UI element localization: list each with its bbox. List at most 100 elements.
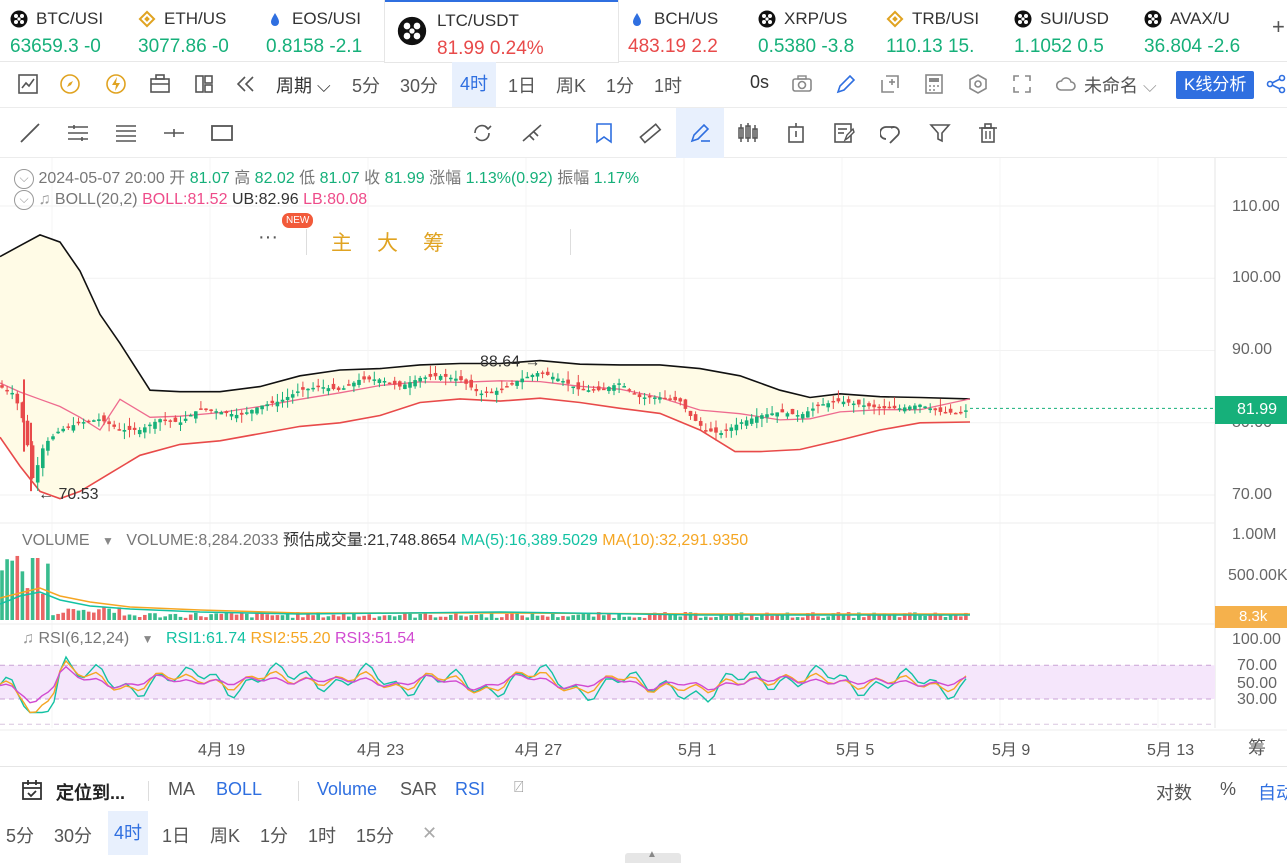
edit-indicators-icon[interactable]: ⍁ — [514, 779, 524, 796]
measure-icon[interactable] — [520, 121, 544, 145]
filter-icon[interactable] — [928, 121, 952, 145]
volume-bar — [449, 614, 453, 620]
volume-bar — [183, 617, 188, 620]
collapse-icon[interactable]: ⌵ — [14, 168, 34, 189]
chart-type-icon[interactable] — [16, 72, 40, 96]
volume-bar — [423, 612, 428, 620]
interval-6[interactable]: 1时 — [654, 76, 683, 96]
rewind-icon[interactable] — [234, 72, 258, 96]
volume-bar — [239, 612, 244, 620]
layout-name-dropdown[interactable]: 未命名 ⌵ — [1084, 72, 1157, 98]
candle-body — [403, 384, 407, 389]
chip-button[interactable]: 筹 — [423, 232, 444, 255]
magic-pen-icon[interactable] — [688, 121, 712, 145]
big-order-button[interactable]: 大 — [377, 232, 398, 255]
indicator-rsi[interactable]: RSI — [455, 779, 486, 799]
share-icon[interactable] — [1264, 72, 1287, 96]
ticker-tab-ethus[interactable]: ETH/US 3077.86 -0 — [128, 0, 246, 62]
locate-to-button[interactable]: 定位到... — [56, 783, 126, 803]
cloud-icon[interactable] — [1054, 72, 1078, 96]
bookmark-icon[interactable] — [592, 121, 616, 145]
settings-icon[interactable] — [966, 72, 990, 96]
volume-bar — [0, 570, 4, 620]
ticker-tab-avaxu[interactable]: AVAX/U 36.804 -2.6 — [1134, 0, 1244, 62]
percent-scale-button[interactable]: % — [1220, 779, 1237, 799]
fib-lines-icon[interactable] — [114, 121, 138, 145]
note-edit-icon[interactable] — [832, 121, 856, 145]
flash-icon[interactable] — [104, 72, 128, 96]
interval-2[interactable]: 4时 — [452, 62, 497, 107]
layout-icon[interactable] — [192, 72, 216, 96]
trash-icon[interactable] — [976, 121, 1000, 145]
magnet-icon[interactable] — [880, 121, 904, 145]
volume-bar — [857, 612, 861, 620]
indicator-sar[interactable]: SAR — [400, 779, 438, 799]
quick-interval-6[interactable]: 1时 — [308, 826, 337, 846]
briefcase-icon[interactable] — [148, 72, 172, 96]
line-tool-icon[interactable] — [18, 121, 42, 145]
clipboard-icon[interactable] — [784, 121, 808, 145]
add-window-icon[interactable] — [878, 72, 902, 96]
quick-interval-3[interactable]: 1日 — [162, 826, 191, 846]
period-dropdown[interactable]: 周期 ⌵ — [276, 72, 331, 98]
close-icon[interactable]: ✕ — [422, 823, 438, 843]
ticker-tab-suiusd[interactable]: SUI/USD 1.1052 0.5 — [1004, 0, 1124, 62]
volume-bar — [948, 614, 953, 620]
rectangle-tool-icon[interactable] — [210, 121, 234, 145]
quick-interval-1[interactable]: 30分 — [54, 826, 93, 846]
quick-interval-2[interactable]: 4时 — [108, 811, 149, 855]
ticker-tab-ltcusdt[interactable]: LTC/USDT 81.99 0.24% — [385, 0, 618, 62]
more-tools-icon[interactable]: ··· — [258, 226, 278, 248]
ticker-tab-eosusi[interactable]: EOS/USI 0.8158 -2.1 — [256, 0, 374, 62]
refresh-draw-icon[interactable] — [470, 121, 494, 145]
interval-0[interactable]: 5分 — [352, 76, 381, 96]
indicator-volume[interactable]: Volume — [317, 779, 378, 799]
candle-body — [637, 394, 642, 398]
candles-icon[interactable] — [736, 121, 760, 145]
collapse-handle[interactable]: ▲ — [625, 849, 681, 863]
log-scale-button[interactable]: 对数 — [1156, 783, 1192, 803]
interval-4[interactable]: 周K — [556, 76, 587, 96]
kline-analysis-button[interactable]: K线分析 — [1176, 71, 1255, 99]
camera-icon[interactable] — [790, 72, 814, 96]
chip-side-button[interactable]: 筹 — [1248, 738, 1266, 758]
dropdown-icon[interactable]: ▼ — [102, 534, 114, 548]
quick-interval-4[interactable]: 周K — [210, 826, 241, 846]
volume-label[interactable]: VOLUME — [22, 532, 90, 549]
boll-label[interactable]: BOLL(20,2) — [54, 191, 138, 209]
interval-3[interactable]: 1日 — [508, 76, 537, 96]
auto-scale-button[interactable]: 自动 — [1258, 783, 1287, 803]
ruler-icon[interactable] — [638, 121, 662, 145]
main-force-button[interactable]: 主 — [331, 232, 352, 255]
quick-interval-7[interactable]: 15分 — [356, 826, 395, 846]
volume-bar — [194, 612, 198, 620]
compass-icon[interactable] — [58, 72, 82, 96]
interval-1[interactable]: 30分 — [400, 76, 439, 96]
collapse-icon[interactable]: ⌵ — [14, 190, 34, 210]
calculator-icon[interactable] — [922, 72, 946, 96]
dropdown-icon[interactable]: ▼ — [141, 632, 154, 646]
ticker-tab-xrpus[interactable]: XRP/US 0.5380 -3.8 — [748, 0, 866, 62]
volume-bar — [836, 612, 841, 620]
candle-body — [561, 381, 565, 383]
time-axis-label: 5月 5 — [836, 742, 875, 759]
indicator-ma[interactable]: MA — [168, 779, 195, 799]
ticker-tab-btcusi[interactable]: BTC/USI 63659.3 -0 — [0, 0, 118, 62]
interval-5[interactable]: 1分 — [606, 76, 635, 96]
rsi-label[interactable]: RSI(6,12,24) — [38, 630, 130, 647]
indicator-boll[interactable]: BOLL — [216, 779, 263, 799]
horizontal-line-icon[interactable] — [162, 121, 186, 145]
bell-icon[interactable]: ♫ — [22, 630, 34, 647]
candle-body — [199, 408, 203, 410]
bell-icon[interactable]: ♫ — [38, 191, 51, 209]
ticker-tab-trbusi[interactable]: TRB/USI 110.13 15. — [876, 0, 994, 62]
quick-interval-0[interactable]: 5分 — [6, 826, 35, 846]
parallel-channel-icon[interactable] — [66, 121, 90, 145]
pencil-icon[interactable] — [834, 72, 858, 96]
calendar-icon[interactable] — [20, 778, 44, 802]
quick-interval-5[interactable]: 1分 — [260, 826, 289, 846]
kline-chart[interactable]: 88.64 → ← 70.53 — [0, 158, 1287, 764]
ticker-tab-bchus[interactable]: BCH/US 483.19 2.2 — [618, 0, 738, 62]
fullscreen-icon[interactable] — [1010, 72, 1034, 96]
add-ticker-icon[interactable]: + — [1272, 14, 1285, 39]
